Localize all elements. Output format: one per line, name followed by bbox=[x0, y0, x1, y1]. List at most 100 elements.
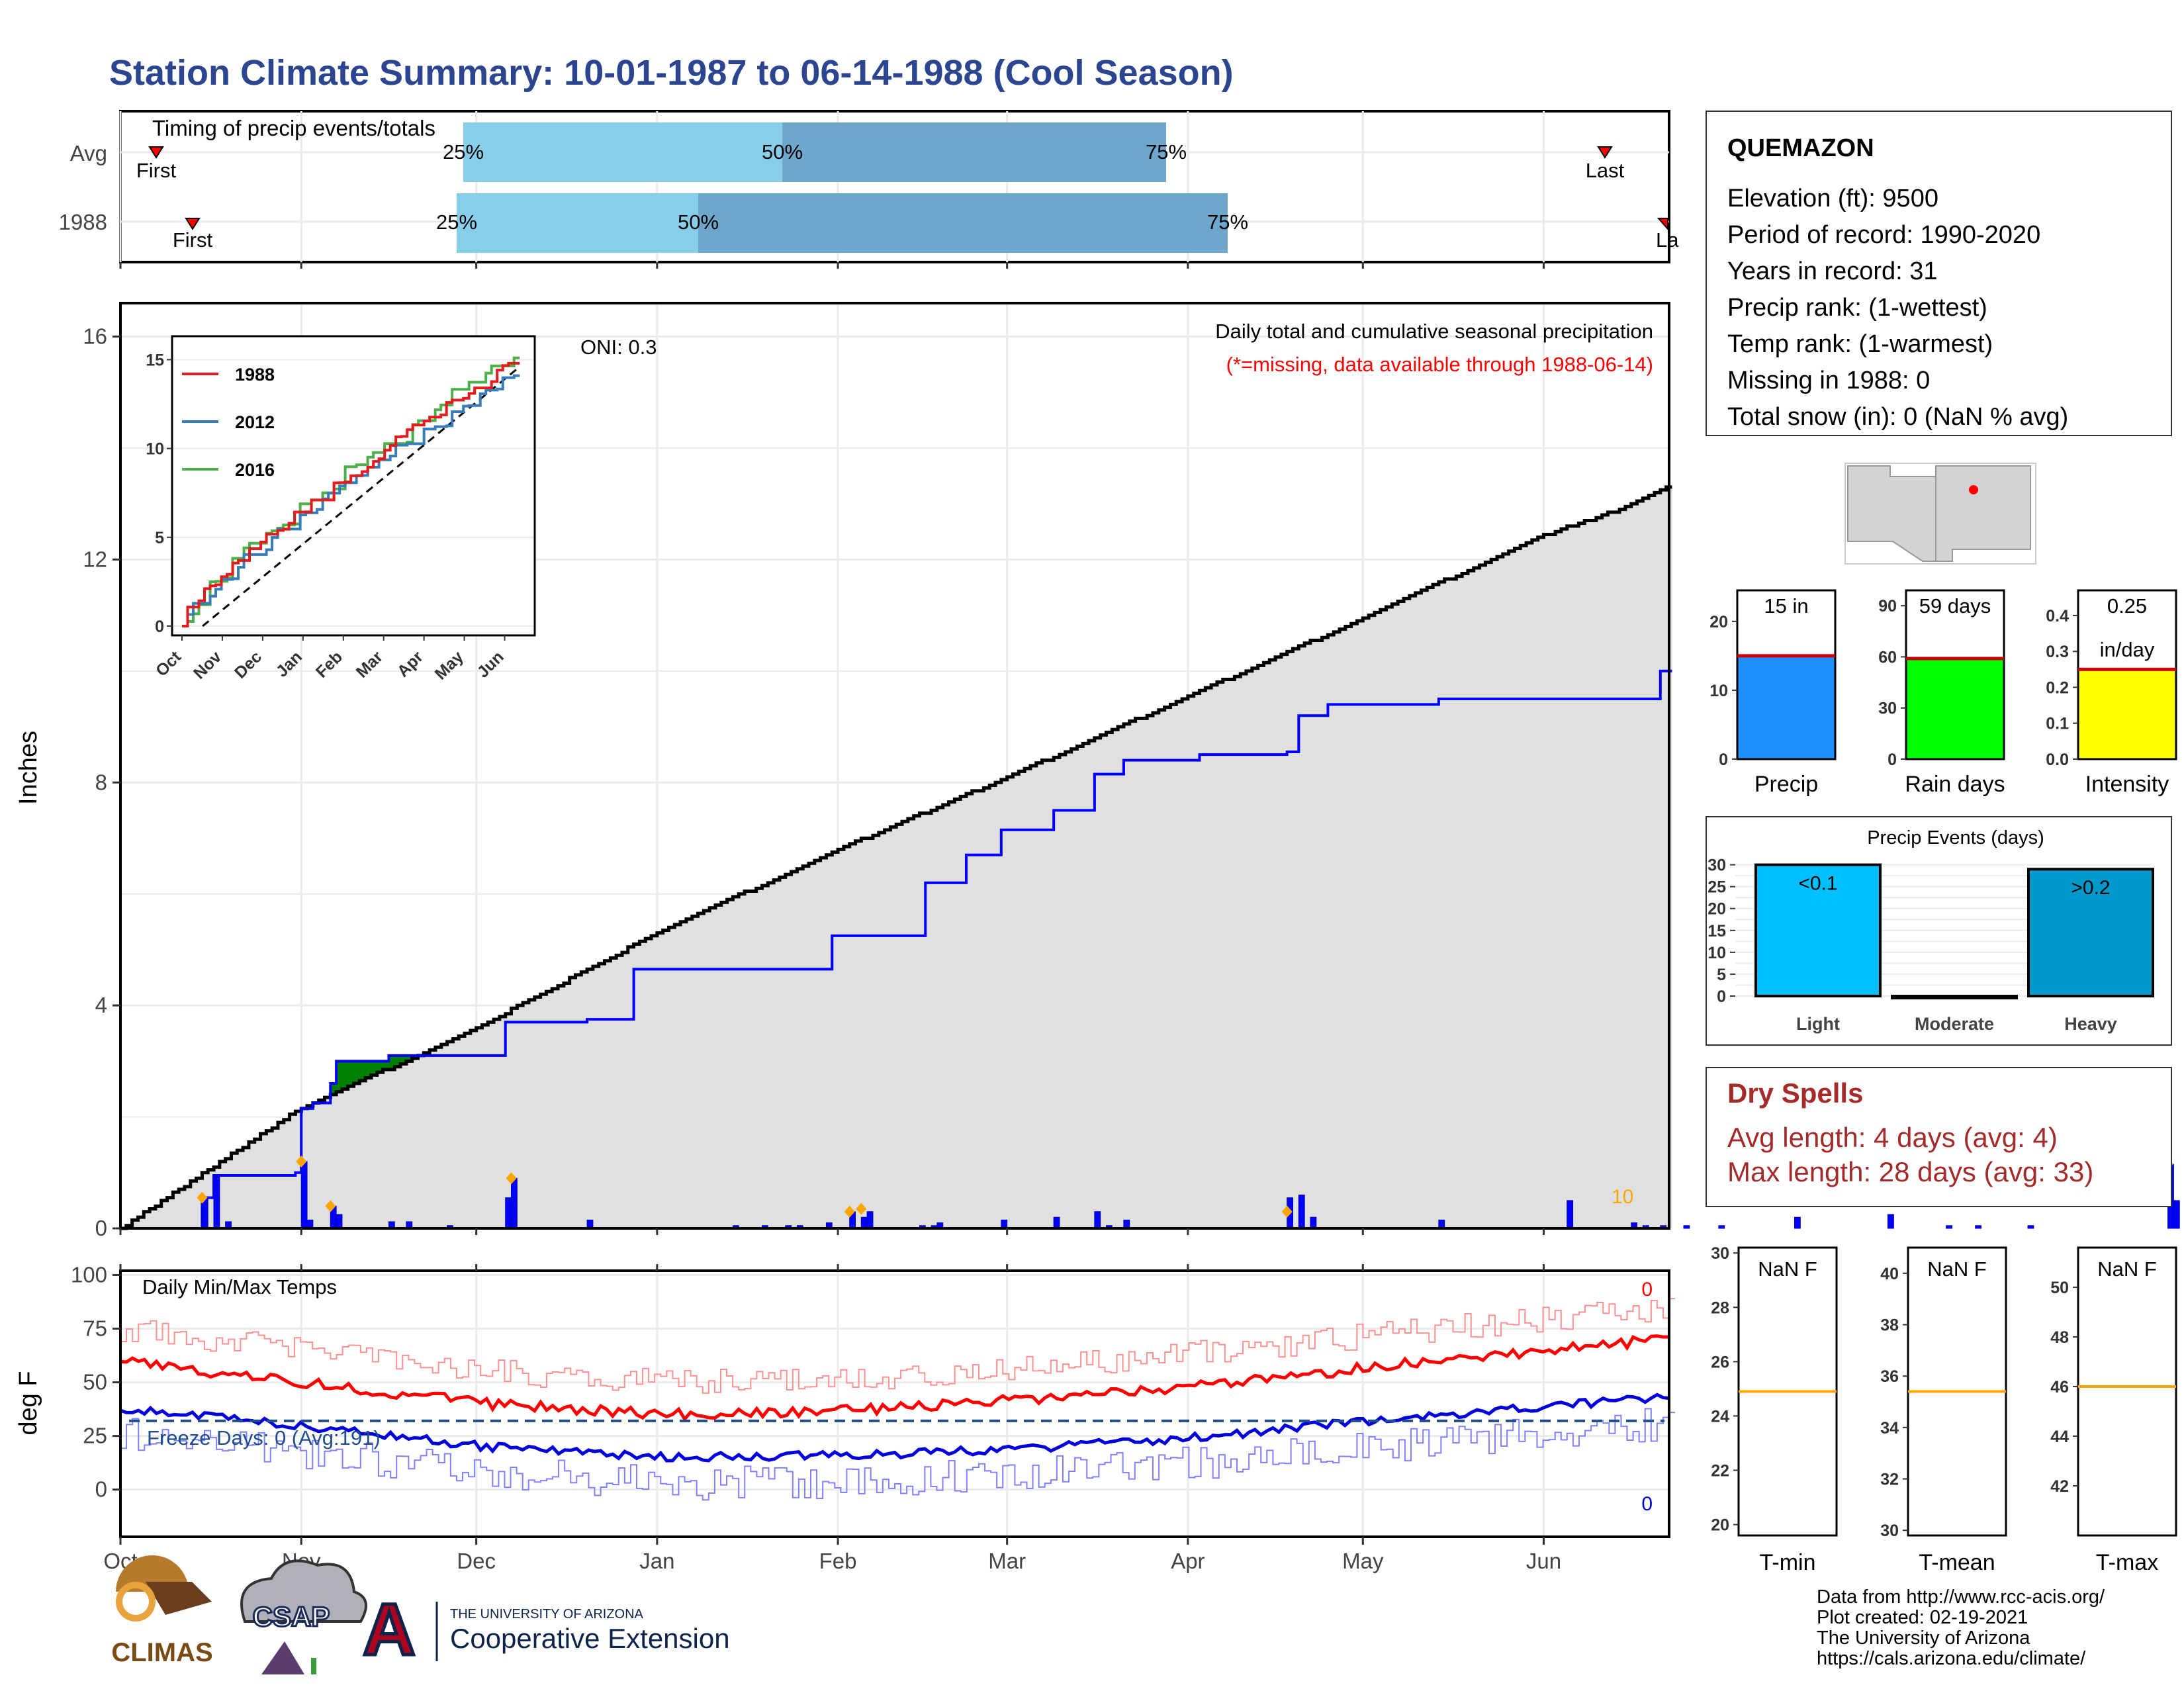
dry-spells-avg: Avg length: 4 days (avg: 4) bbox=[1727, 1122, 2058, 1153]
month-label: Mar bbox=[988, 1549, 1026, 1573]
tmin-avg-line bbox=[120, 1393, 1670, 1463]
daily-bar bbox=[1053, 1216, 1060, 1229]
summary-bar-precip: 20 10 0 15 in Precip bbox=[1709, 589, 1837, 797]
summary-bar-intensity: 0.4 0.3 0.2 0.1 0.0 0.25 in/day Intensity bbox=[2046, 589, 2177, 797]
temp-y-tick: 0 bbox=[95, 1477, 107, 1502]
csap-logo: CSAP bbox=[240, 1559, 367, 1674]
month-label: Feb bbox=[819, 1549, 857, 1573]
legend-1988: 1988 bbox=[235, 365, 275, 385]
station-elevation: Elevation (ft): 9500 bbox=[1727, 185, 1938, 212]
dry-spells-box: Dry Spells Avg length: 4 days (avg: 4) M… bbox=[1706, 1067, 2172, 1207]
ua-a-letter: A bbox=[363, 1589, 415, 1670]
avg-cumulative-line bbox=[120, 485, 1672, 1230]
y1988-q25-label: 25% bbox=[436, 210, 477, 234]
events-bar-text: <0.1 bbox=[1798, 873, 1837, 895]
summary-label: Intensity bbox=[2085, 772, 2169, 797]
dry-spells-title: Dry Spells bbox=[1727, 1077, 1863, 1109]
snow-marker bbox=[197, 1191, 208, 1204]
events-tick: 10 bbox=[1707, 944, 1726, 962]
figure-title: Station Climate Summary: 10-01-1987 to 0… bbox=[109, 53, 1234, 93]
temp-label: Daily Min/Max Temps bbox=[142, 1275, 337, 1299]
first-marker-avg bbox=[148, 146, 164, 159]
timing-1988-q25-50 bbox=[457, 193, 698, 253]
month-label: Jan bbox=[639, 1549, 674, 1573]
summary-tick: 0.3 bbox=[2046, 643, 2069, 661]
events-label: Heavy bbox=[2064, 1014, 2117, 1034]
month-label: Dec bbox=[457, 1549, 496, 1573]
tmin-daily-line bbox=[120, 1408, 1676, 1501]
summary-value: 0.25 bbox=[2107, 594, 2147, 617]
events-bar-light bbox=[1754, 863, 1882, 998]
precip-y-tick: 12 bbox=[83, 547, 107, 571]
temp-summary-t-min: 30 28 26 24 22 20 NaN F T-min bbox=[1711, 1244, 1838, 1575]
snow-marker bbox=[856, 1203, 867, 1215]
temp-summary-tick: 42 bbox=[2050, 1477, 2069, 1496]
temp-summary-tick: 40 bbox=[1880, 1265, 1899, 1283]
credits: Data from http://www.rcc-acis.org/ Plot … bbox=[1817, 1586, 2105, 1669]
timing-row-avg-label: Avg bbox=[70, 141, 107, 165]
credits-line2: Plot created: 02-19-2021 bbox=[1817, 1607, 2028, 1628]
events-label: Light bbox=[1796, 1014, 1840, 1034]
snow-marker bbox=[296, 1155, 307, 1167]
daily-bar bbox=[1310, 1216, 1317, 1229]
summary-value: 59 days bbox=[1919, 594, 1991, 617]
last-marker-avg bbox=[1597, 146, 1613, 159]
temp-summary-tick: 22 bbox=[1711, 1462, 1729, 1481]
daily-bar bbox=[511, 1177, 518, 1229]
events-tick: 25 bbox=[1707, 878, 1726, 897]
temp-summary-tick: 50 bbox=[2050, 1279, 2069, 1297]
events-tick: 15 bbox=[1707, 922, 1726, 940]
temp-y-tick: 50 bbox=[83, 1370, 107, 1394]
events-label: Moderate bbox=[1915, 1014, 1994, 1034]
station-period: Period of record: 1990-2020 bbox=[1727, 221, 2040, 249]
inset-y-tick: 5 bbox=[155, 529, 164, 547]
summary-bar-rain-days: 90 60 30 0 59 days Rain days bbox=[1878, 589, 2005, 797]
daily-bar bbox=[860, 1216, 868, 1229]
timing-avg-q50-75 bbox=[782, 122, 1166, 182]
temp-summary-tick: 30 bbox=[1880, 1522, 1899, 1540]
events-bar-moderate bbox=[1891, 995, 2018, 999]
daily-bar bbox=[1946, 1225, 1952, 1229]
first-label-avg: First bbox=[136, 159, 177, 182]
inset-y-tick: 0 bbox=[155, 617, 164, 636]
avg-cumulative-area bbox=[120, 486, 1672, 1228]
ua-line2: Cooperative Extension bbox=[450, 1623, 730, 1654]
y1988-q50-label: 50% bbox=[678, 210, 719, 234]
credits-line1: Data from http://www.rcc-acis.org/ bbox=[1817, 1586, 2105, 1608]
precip-y-tick: 8 bbox=[95, 770, 107, 794]
inset-y-tick: 15 bbox=[146, 351, 164, 369]
freeze-days-label: Freeze Days: 0 (Avg:191) bbox=[147, 1426, 381, 1449]
inset-y-tick: 10 bbox=[146, 440, 164, 459]
temp-y-tick: 75 bbox=[83, 1316, 107, 1341]
climas-logo: CLIMAS bbox=[111, 1555, 213, 1667]
station-snow: Total snow (in): 0 (NaN % avg) bbox=[1727, 403, 2068, 431]
summary-tick: 0 bbox=[1719, 751, 1728, 769]
summary-value-unit: in/day bbox=[2100, 638, 2155, 661]
month-label: Apr bbox=[1171, 1549, 1205, 1573]
missing-note: (*=missing, data available through 1988-… bbox=[1226, 353, 1653, 376]
legend-2016: 2016 bbox=[235, 460, 275, 480]
temp-summary-charts: 30 28 26 24 22 20 NaN F T-min 40 38 36 34 32 30 NaN F T… bbox=[1711, 1244, 2177, 1575]
daily-bar bbox=[300, 1161, 308, 1229]
temp-summary-t-mean: 40 38 36 34 32 30 NaN F T-mean bbox=[1880, 1246, 2007, 1575]
precip-panel: 16 12 8 4 0 Inches ONI: 0.3 Daily total and … bbox=[15, 302, 2180, 1240]
precip-y-label: Inches bbox=[15, 731, 42, 805]
summary-label: Rain days bbox=[1905, 772, 2005, 797]
month-label: May bbox=[1342, 1549, 1384, 1573]
summary-bars: 20 10 0 15 in Precip 90 60 30 0 59 days Rain days 0… bbox=[1709, 589, 2177, 797]
ua-line1: THE UNIVERSITY OF ARIZONA bbox=[450, 1607, 644, 1622]
daily-bar bbox=[336, 1214, 343, 1229]
events-bar-heavy bbox=[2027, 868, 2154, 998]
daily-bar bbox=[213, 1175, 220, 1229]
summary-tick: 60 bbox=[1878, 648, 1897, 666]
credits-line4: https://cals.arizona.edu/climate/ bbox=[1817, 1648, 2086, 1669]
temp-summary-tick: 30 bbox=[1711, 1244, 1729, 1263]
temp-summary-tick: 46 bbox=[2050, 1378, 2069, 1396]
timing-label: Timing of precip events/totals bbox=[152, 116, 435, 140]
daily-bar bbox=[2173, 1200, 2180, 1229]
summary-tick: 10 bbox=[1709, 682, 1728, 700]
temp-summary-tick: 36 bbox=[1880, 1367, 1899, 1386]
credits-line3: The University of Arizona bbox=[1817, 1627, 2030, 1649]
daily-bar bbox=[1094, 1211, 1101, 1229]
